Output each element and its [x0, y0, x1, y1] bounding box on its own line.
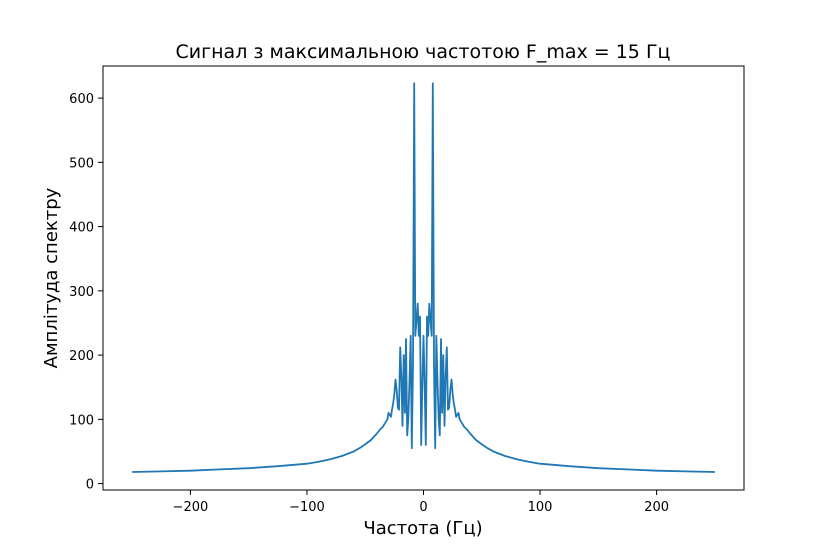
x-tick-label: −200	[173, 500, 209, 515]
y-tick-label: 100	[69, 413, 94, 428]
y-axis-label: Амплітуда спектру	[41, 187, 62, 368]
x-tick-label: 100	[528, 500, 553, 515]
y-tick-label: 600	[69, 92, 94, 107]
x-tick-label: 0	[419, 500, 427, 515]
x-tick-label: −100	[289, 500, 325, 515]
y-tick-label: 200	[69, 349, 94, 364]
x-axis-label: Частота (Гц)	[363, 518, 482, 539]
y-tick-label: 400	[69, 221, 94, 236]
y-tick-label: 300	[69, 285, 94, 300]
x-axis: −200 −100 0 100 200	[173, 490, 669, 515]
y-tick-label: 0	[86, 478, 94, 493]
series-line-0	[132, 82, 715, 473]
plot-area	[132, 82, 715, 473]
y-tick-label: 500	[69, 156, 94, 171]
y-axis: 0 100 200 300 400 500 600	[69, 92, 103, 493]
x-tick-label: 200	[644, 500, 669, 515]
plot-frame	[102, 65, 745, 491]
chart-title: Сигнал з максимальною частотою F_max = 1…	[176, 41, 671, 63]
